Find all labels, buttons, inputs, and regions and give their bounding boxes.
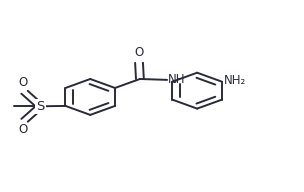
Text: O: O <box>134 46 144 59</box>
Text: NH: NH <box>168 73 185 86</box>
Text: O: O <box>19 123 28 136</box>
Text: S: S <box>36 100 44 113</box>
Text: O: O <box>19 76 28 89</box>
Text: NH₂: NH₂ <box>224 74 247 87</box>
